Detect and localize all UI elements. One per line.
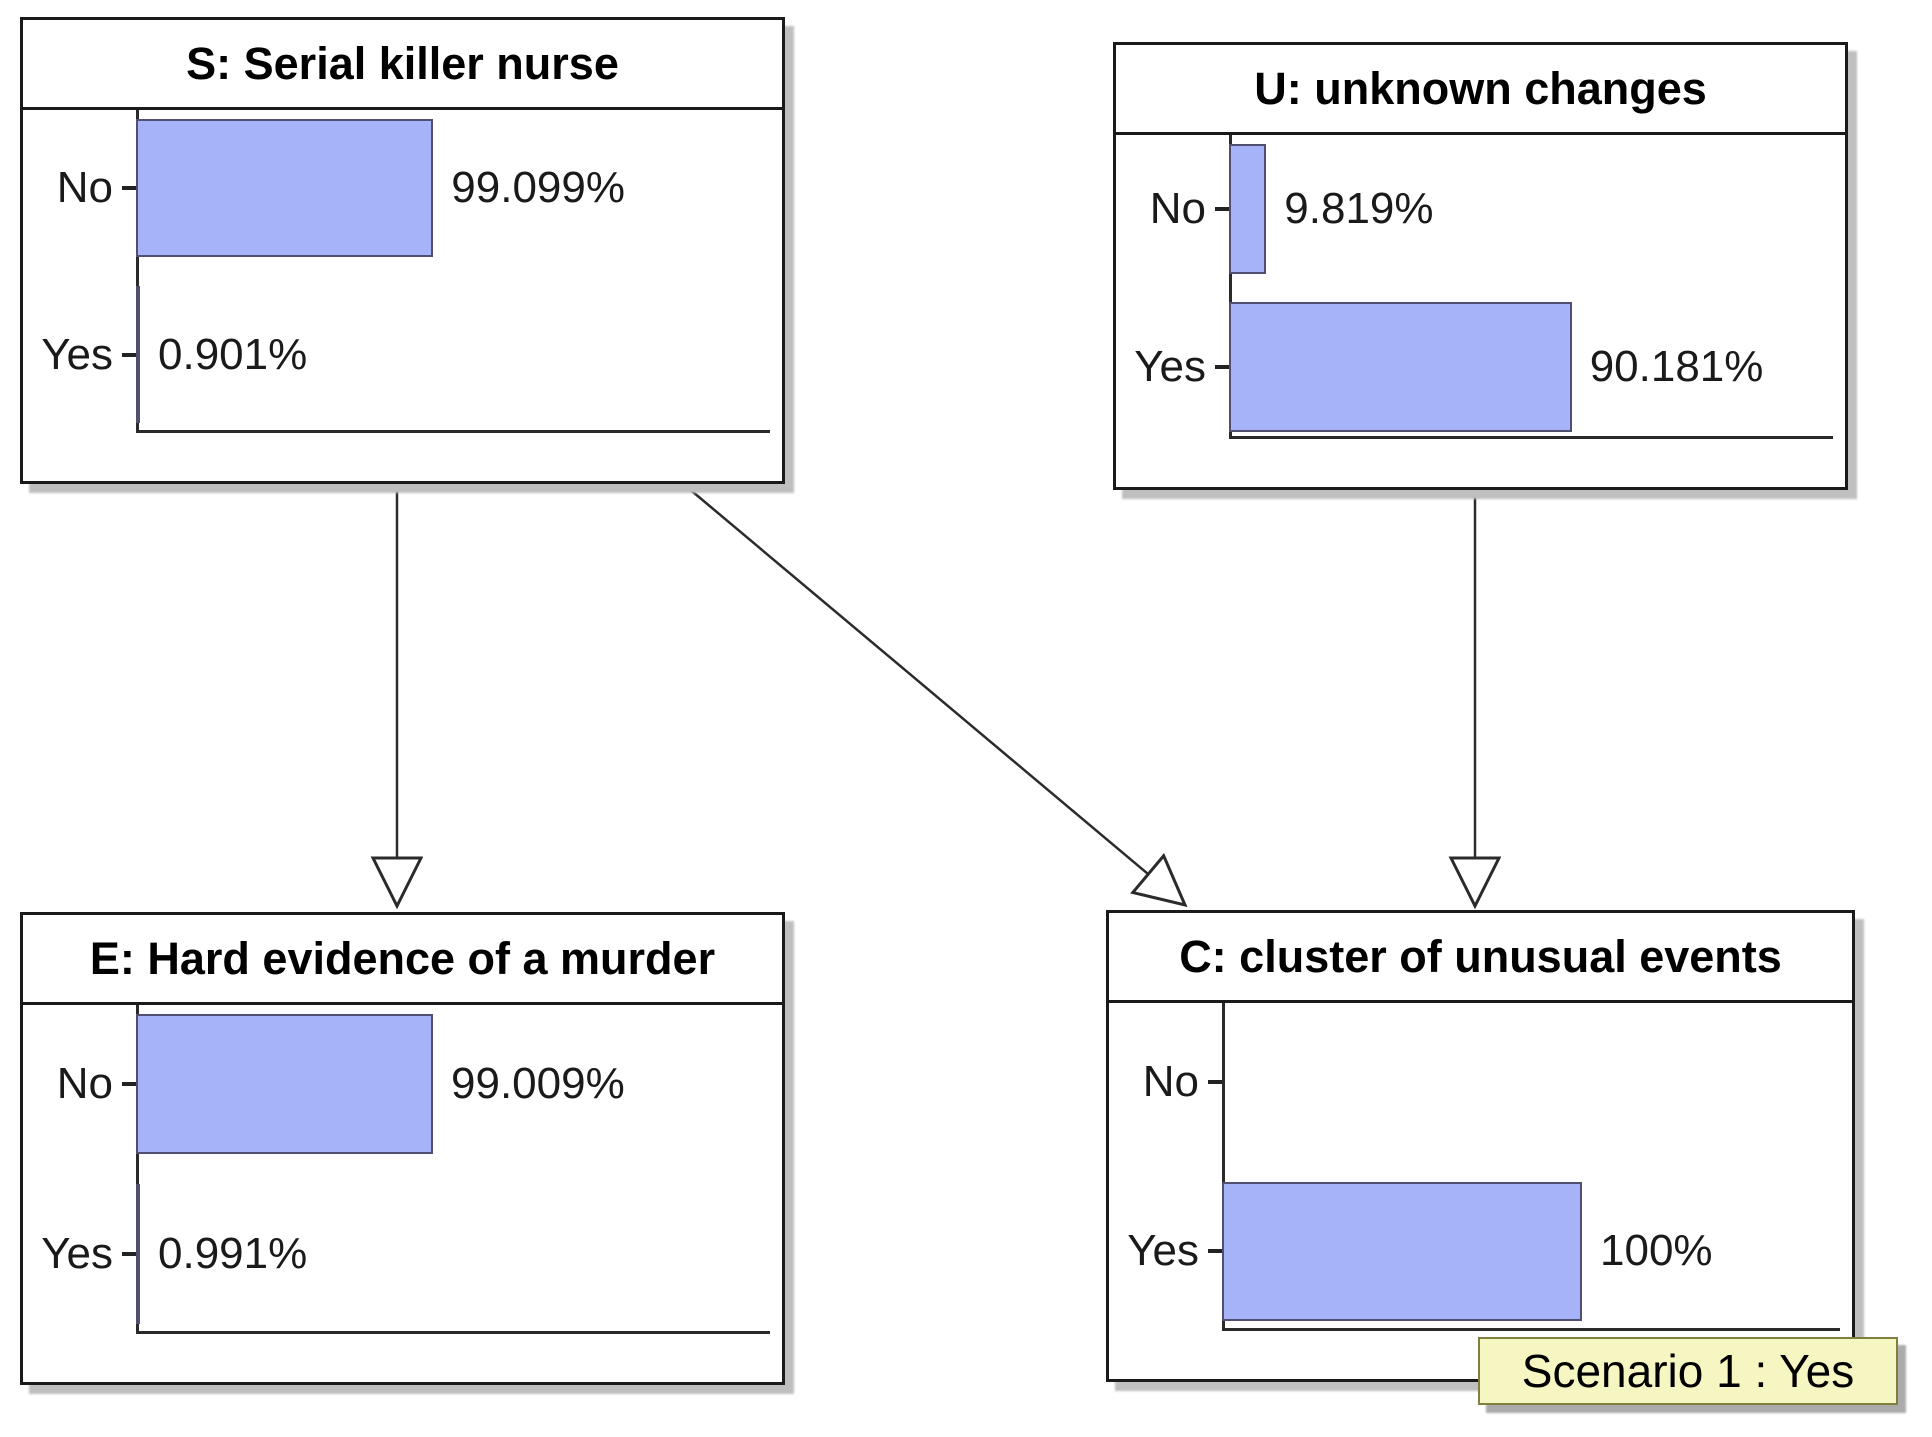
- node-S-row-yes: Yes 0.901%: [23, 286, 770, 424]
- node-U-monitor: No 9.819% Yes 90.181%: [1116, 135, 1845, 487]
- state-label-no: No: [56, 1059, 113, 1109]
- node-U-plot-frame: [1229, 135, 1833, 439]
- axis-tick: [1215, 206, 1229, 211]
- node-U-title: U: unknown changes: [1116, 45, 1845, 135]
- probability-bar-yes: [1229, 302, 1572, 433]
- probability-value-yes: 100%: [1600, 1226, 1713, 1276]
- axis-tick: [122, 1082, 136, 1087]
- node-C[interactable]: C: cluster of unusual events No Yes 100%: [1106, 910, 1855, 1382]
- state-label-yes: Yes: [41, 1228, 113, 1278]
- axis-tick: [122, 352, 136, 357]
- node-E-row-no: No 99.009%: [23, 1014, 770, 1154]
- node-C-monitor: No Yes 100%: [1109, 1003, 1852, 1379]
- node-C-row-no: No: [1109, 1012, 1840, 1151]
- probability-bar-yes: [136, 1184, 140, 1324]
- axis-tick: [1208, 1079, 1222, 1084]
- node-S[interactable]: S: Serial killer nurse No 99.099% Yes 0.…: [20, 17, 785, 484]
- probability-value-yes: 0.991%: [158, 1228, 308, 1278]
- probability-bar-yes: [1222, 1181, 1582, 1321]
- state-label-no: No: [1142, 1056, 1199, 1106]
- probability-bar-no: [136, 1014, 434, 1154]
- state-label-yes: Yes: [1134, 342, 1206, 392]
- scenario-tag[interactable]: Scenario 1 : Yes: [1478, 1337, 1898, 1405]
- node-U[interactable]: U: unknown changes No 9.819% Yes 90.181%: [1113, 42, 1848, 490]
- node-S-row-no: No 99.099%: [23, 119, 770, 257]
- node-C-row-yes: Yes 100%: [1109, 1181, 1840, 1321]
- node-U-row-yes: Yes 90.181%: [1116, 302, 1833, 433]
- node-S-plot-frame: [136, 110, 770, 433]
- node-E-row-yes: Yes 0.991%: [23, 1184, 770, 1324]
- state-label-no: No: [56, 162, 113, 212]
- probability-value-no: 9.819%: [1284, 183, 1434, 233]
- node-C-title: C: cluster of unusual events: [1109, 913, 1852, 1003]
- axis-tick: [1215, 365, 1229, 370]
- state-label-no: No: [1149, 183, 1206, 233]
- axis-tick: [1208, 1249, 1222, 1254]
- edge-S-C[interactable]: [686, 486, 1185, 905]
- probability-bar-no: [136, 119, 434, 257]
- node-E-monitor: No 99.009% Yes 0.991%: [23, 1005, 782, 1382]
- axis-tick: [122, 1251, 136, 1256]
- probability-bar-yes: [136, 286, 140, 424]
- axis-tick: [122, 185, 136, 190]
- probability-bar-no: [1229, 143, 1267, 275]
- probability-value-yes: 90.181%: [1589, 342, 1764, 392]
- probability-value-yes: 0.901%: [158, 329, 308, 379]
- node-E-title: E: Hard evidence of a murder: [23, 915, 782, 1005]
- node-S-monitor: No 99.099% Yes 0.901%: [23, 110, 782, 481]
- node-C-plot-frame: [1222, 1003, 1840, 1331]
- probability-value-no: 99.099%: [451, 162, 625, 212]
- node-E[interactable]: E: Hard evidence of a murder No 99.009% …: [20, 912, 785, 1385]
- node-S-title: S: Serial killer nurse: [23, 20, 782, 110]
- state-label-yes: Yes: [1127, 1226, 1199, 1276]
- probability-value-no: 99.009%: [451, 1059, 625, 1109]
- node-E-plot-frame: [136, 1005, 770, 1334]
- state-label-yes: Yes: [41, 329, 113, 379]
- node-U-row-no: No 9.819%: [1116, 143, 1833, 275]
